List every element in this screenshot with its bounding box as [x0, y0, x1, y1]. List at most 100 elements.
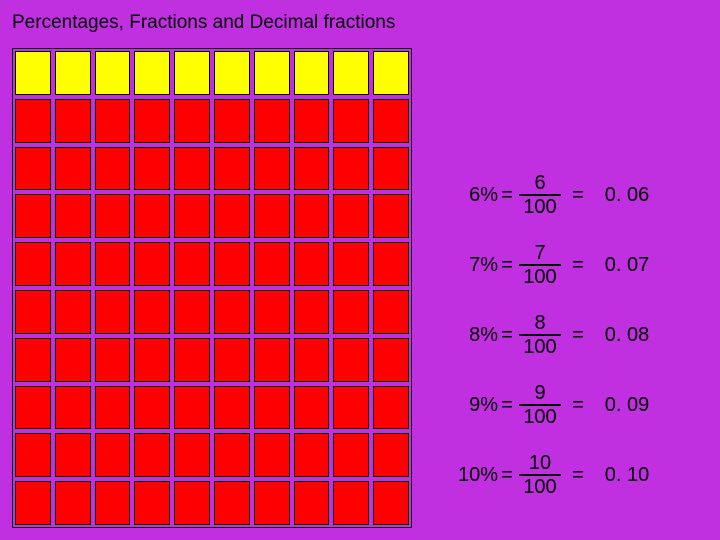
grid-cell: [174, 194, 210, 238]
grid-cell: [174, 433, 210, 477]
grid-cell: [95, 242, 131, 286]
grid-cell: [294, 433, 330, 477]
grid-cell: [294, 99, 330, 143]
grid-cell: [333, 51, 369, 95]
grid-cell: [55, 386, 91, 430]
grid-cell: [55, 242, 91, 286]
grid-cell: [55, 433, 91, 477]
grid-cell: [95, 51, 131, 95]
grid-cell: [254, 433, 290, 477]
grid-cell: [373, 481, 409, 525]
grid-cell: [95, 338, 131, 382]
grid-cell: [15, 481, 51, 525]
grid-cell: [15, 338, 51, 382]
decimal-value: 0. 09: [592, 394, 662, 417]
fraction-denominator: 100: [523, 476, 556, 497]
equals-sign: =: [564, 324, 592, 347]
grid-cell: [55, 147, 91, 191]
grid-cell: [134, 99, 170, 143]
fraction-denominator: 100: [523, 196, 556, 217]
grid-cell: [174, 338, 210, 382]
grid-cell: [55, 481, 91, 525]
grid-cell: [134, 51, 170, 95]
grid-cell: [294, 481, 330, 525]
fraction-denominator: 100: [523, 336, 556, 357]
grid-cell: [55, 51, 91, 95]
equals-sign: =: [564, 254, 592, 277]
grid-cell: [214, 194, 250, 238]
grid-cell: [15, 147, 51, 191]
grid-cell: [15, 290, 51, 334]
fraction: 7100: [516, 243, 564, 287]
equals-sign: =: [564, 464, 592, 487]
fraction-numerator: 6: [534, 173, 545, 194]
percent-value: 10%: [440, 464, 498, 487]
equation-row: 10%=10100=0. 10: [440, 440, 710, 510]
grid-cell: [373, 433, 409, 477]
grid-cell: [333, 433, 369, 477]
fraction-denominator: 100: [523, 266, 556, 287]
grid-cell: [254, 99, 290, 143]
grid-cell: [333, 290, 369, 334]
grid-cell: [373, 99, 409, 143]
fraction: 6100: [516, 173, 564, 217]
grid-cell: [134, 147, 170, 191]
grid-cell: [333, 194, 369, 238]
grid-cell: [15, 242, 51, 286]
grid-cell: [214, 386, 250, 430]
grid-cell: [254, 147, 290, 191]
grid-cell: [294, 338, 330, 382]
fraction-numerator: 9: [534, 383, 545, 404]
grid-cell: [214, 338, 250, 382]
grid-cell: [333, 338, 369, 382]
grid-cell: [134, 433, 170, 477]
percent-value: 7%: [440, 254, 498, 277]
grid-cell: [95, 99, 131, 143]
decimal-value: 0. 08: [592, 324, 662, 347]
equals-sign: =: [498, 394, 516, 417]
grid-cell: [373, 290, 409, 334]
grid-cell: [174, 386, 210, 430]
grid-cell: [373, 51, 409, 95]
grid-cell: [294, 290, 330, 334]
grid-cell: [95, 290, 131, 334]
equals-sign: =: [498, 184, 516, 207]
equals-sign: =: [498, 324, 516, 347]
grid-cell: [254, 386, 290, 430]
equation-row: 6%=6100=0. 06: [440, 160, 710, 230]
grid-cell: [333, 242, 369, 286]
grid-cell: [174, 147, 210, 191]
grid-cell: [254, 242, 290, 286]
grid-cell: [95, 386, 131, 430]
grid-cell: [214, 433, 250, 477]
grid-cell: [214, 99, 250, 143]
grid-cell: [134, 242, 170, 286]
grid-cell: [333, 147, 369, 191]
equals-sign: =: [498, 254, 516, 277]
grid-cell: [214, 147, 250, 191]
fraction: 8100: [516, 313, 564, 357]
grid-cell: [174, 51, 210, 95]
grid-cell: [95, 147, 131, 191]
hundred-grid: [12, 48, 412, 528]
grid-cell: [174, 481, 210, 525]
grid-cell: [95, 481, 131, 525]
grid-cell: [294, 194, 330, 238]
decimal-value: 0. 06: [592, 184, 662, 207]
grid-cell: [294, 242, 330, 286]
percent-value: 9%: [440, 394, 498, 417]
grid-cell: [174, 99, 210, 143]
grid-cell: [134, 290, 170, 334]
grid-cell: [55, 290, 91, 334]
grid-cell: [214, 290, 250, 334]
equals-sign: =: [564, 184, 592, 207]
fraction-denominator: 100: [523, 406, 556, 427]
equation-row: 9%=9100=0. 09: [440, 370, 710, 440]
fraction: 9100: [516, 383, 564, 427]
grid-cell: [254, 290, 290, 334]
grid-cell: [174, 242, 210, 286]
grid-cell: [55, 338, 91, 382]
grid-cell: [254, 51, 290, 95]
grid-cell: [373, 242, 409, 286]
grid-cell: [333, 99, 369, 143]
